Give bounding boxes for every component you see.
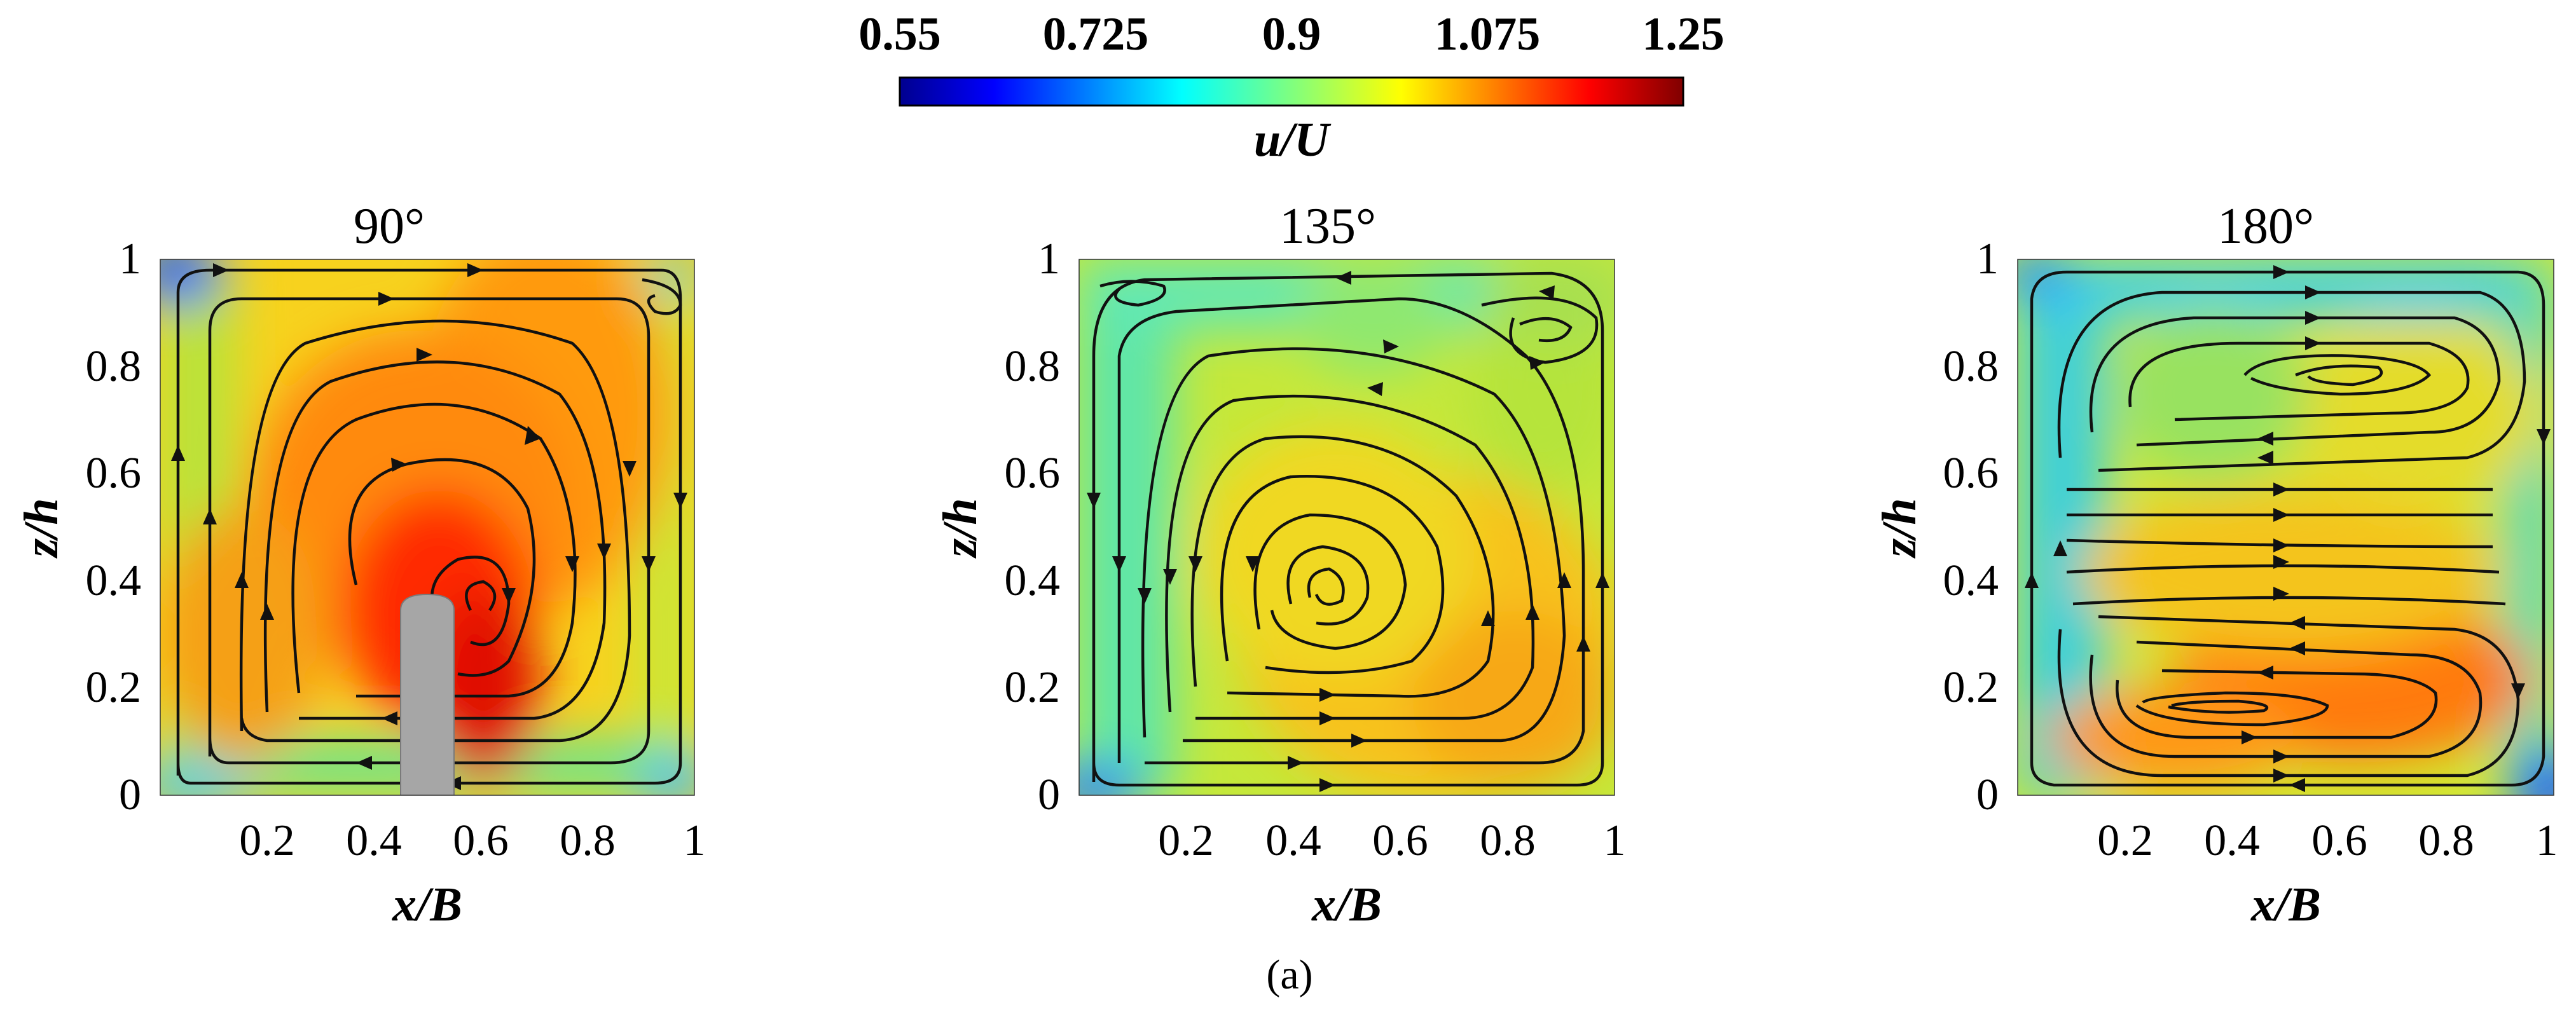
- colorbar-tick: 0.9: [1262, 8, 1321, 60]
- y-tick-label: 0.2: [1943, 663, 1999, 712]
- y-axis-label: z/h: [1873, 498, 1926, 559]
- plot-frame: [2017, 259, 2554, 796]
- x-axis-label: x/B: [2250, 878, 2321, 931]
- obstacle: [400, 593, 455, 795]
- colorbar-tick: 0.55: [858, 8, 941, 60]
- x-tick-label: 0.4: [2204, 816, 2260, 865]
- velocity-field: [2018, 259, 2554, 795]
- y-tick-label: 0.8: [1943, 342, 1999, 391]
- y-tick-label: 0.4: [1943, 556, 1999, 605]
- colorbar-tick: 1.075: [1435, 8, 1541, 60]
- panel-title: 180°: [2217, 198, 2314, 254]
- x-tick-label: 0.4: [346, 816, 402, 865]
- y-tick-label: 0.6: [1005, 449, 1061, 498]
- x-tick-label: 1: [684, 816, 706, 865]
- panel-title: 135°: [1279, 198, 1376, 254]
- x-tick-label: 0.2: [1158, 816, 1214, 865]
- plot-frame: [1078, 259, 1615, 796]
- colorbar-tick: 0.725: [1043, 8, 1149, 60]
- streamline-arrows: [1087, 271, 1609, 792]
- x-tick-label: 0.6: [453, 816, 509, 865]
- x-tick-label: 0.8: [560, 816, 616, 865]
- y-tick-label: 0.8: [1005, 342, 1061, 391]
- streamline-arrows: [2025, 265, 2551, 792]
- x-tick-label: 0.2: [239, 816, 295, 865]
- y-tick-label: 1: [1976, 235, 1999, 284]
- y-tick-label: 1: [1038, 235, 1060, 284]
- panel-135: 135°: [933, 198, 1626, 931]
- y-tick-label: 1: [119, 235, 141, 284]
- y-tick-label: 0: [1976, 770, 1999, 819]
- y-tick-label: 0.6: [86, 449, 142, 498]
- x-tick-label: 1: [1604, 816, 1626, 865]
- streamline-arrows: [171, 263, 687, 790]
- y-axis-label: z/h: [15, 498, 68, 559]
- x-axis-label: x/B: [392, 878, 462, 931]
- colorbar-gradient: [899, 76, 1684, 107]
- x-tick-label: 0.4: [1265, 816, 1321, 865]
- x-tick-label: 0.6: [1372, 816, 1428, 865]
- colorbar-tick: 1.25: [1642, 8, 1725, 60]
- y-tick-label: 0.4: [1005, 556, 1061, 605]
- plot-frame: [160, 259, 695, 796]
- panel-180: 180°: [1873, 198, 2558, 931]
- velocity-field: [1079, 259, 1615, 795]
- y-tick-label: 0.6: [1943, 449, 1999, 498]
- y-tick-label: 0.4: [86, 556, 142, 605]
- panel-title: 90°: [354, 198, 425, 254]
- velocity-field: [160, 259, 694, 795]
- x-tick-label: 0.6: [2311, 816, 2367, 865]
- colorbar: 0.55 0.725 0.9 1.075 1.25 u/U: [858, 8, 1725, 167]
- y-tick-label: 0: [1038, 770, 1060, 819]
- panel-90: 90°: [15, 198, 706, 931]
- x-tick-label: 0.8: [1480, 816, 1536, 865]
- y-tick-label: 0.2: [1005, 663, 1061, 712]
- x-axis-label: x/B: [1311, 878, 1382, 931]
- x-tick-label: 0.8: [2418, 816, 2474, 865]
- x-tick-label: 1: [2536, 816, 2558, 865]
- y-tick-label: 0.2: [86, 663, 142, 712]
- x-tick-label: 0.2: [2097, 816, 2153, 865]
- colorbar-label: u/U: [1254, 113, 1332, 167]
- y-axis-label: z/h: [933, 498, 987, 559]
- y-tick-label: 0.8: [86, 342, 142, 391]
- y-tick-label: 0: [119, 770, 141, 819]
- figure-caption: (a): [1266, 952, 1312, 998]
